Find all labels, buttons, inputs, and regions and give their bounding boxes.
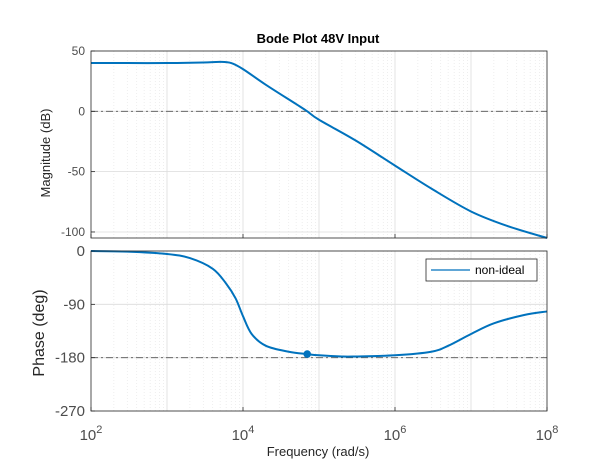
magnitude-series [91, 60, 548, 239]
phase-y-axis-label: Phase (deg) [31, 289, 48, 376]
legend-box [425, 258, 538, 282]
x-tick-label: 106 [384, 424, 407, 444]
phase-y-tick-label: 0 [77, 243, 85, 260]
x-tick-label: 104 [232, 424, 255, 444]
phase-y-ticks: 0 -90 -180 -270 [55, 243, 95, 420]
x-axis-label: Frequency (rad/s) [267, 444, 370, 459]
magnitude-grid [91, 50, 547, 238]
x-tick-label: 102 [80, 424, 103, 444]
x-tick-label: 108 [536, 424, 559, 444]
phase-axes-box [90, 250, 548, 412]
magnitude-axes-box [90, 50, 548, 239]
magnitude-y-ticks: 50 0 -50 -100 [61, 44, 95, 239]
phase-series [90, 250, 548, 358]
magnitude-y-tick-label: -50 [68, 165, 86, 179]
phase-y-tick-label: -180 [55, 350, 85, 367]
magnitude-series-line [91, 60, 548, 239]
phase-y-tick-label: -270 [55, 403, 85, 420]
phase-series-line [90, 250, 548, 358]
phase-y-tick-label: -90 [63, 296, 85, 313]
legend: non-ideal [425, 258, 538, 282]
magnitude-y-tick-label: 0 [78, 104, 85, 118]
magnitude-y-tick-label: 50 [72, 44, 86, 58]
phase-margin-marker [303, 350, 312, 358]
magnitude-y-tick-label: -100 [61, 225, 85, 239]
legend-entry-non-ideal: non-ideal [475, 263, 524, 277]
magnitude-y-axis-label: Magnitude (dB) [38, 109, 53, 198]
chart-title: Bode Plot 48V Input [257, 31, 380, 46]
